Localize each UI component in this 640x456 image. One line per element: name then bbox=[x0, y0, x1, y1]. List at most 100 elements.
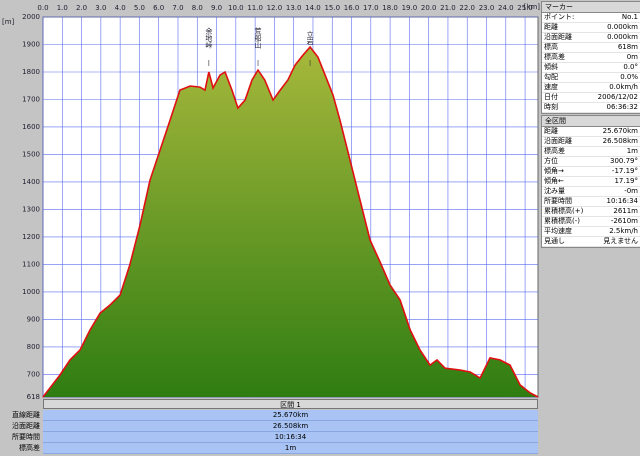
info-label: 勾配 bbox=[544, 73, 558, 81]
y-tick-label: 1700 bbox=[22, 95, 40, 103]
x-tick-label: 8.0 bbox=[192, 4, 203, 12]
info-label: 標高差 bbox=[544, 147, 565, 155]
info-row: 速度 0.0km/h bbox=[542, 83, 640, 93]
info-row: 勾配 0.0% bbox=[542, 73, 640, 83]
info-row: 沿面距離 0.000km bbox=[542, 33, 640, 43]
info-label: 方位 bbox=[544, 157, 558, 165]
section-row: 直線距離 25.670km bbox=[0, 410, 538, 421]
info-value: 2.5km/h bbox=[609, 227, 638, 235]
info-label: 時刻 bbox=[544, 103, 558, 111]
y-tick-label: 1900 bbox=[22, 40, 40, 48]
annotation: 余地峠 bbox=[205, 27, 213, 50]
x-tick-label: 9.0 bbox=[211, 4, 222, 12]
info-value: 17.19° bbox=[614, 177, 638, 185]
x-unit: [km] bbox=[524, 3, 540, 11]
x-tick-label: 18.0 bbox=[382, 4, 398, 12]
info-row: 標高差 1m bbox=[542, 147, 640, 157]
elevation-chart: [km] [m] 0.0 1.0 2.0 3.0 4.0 5.0 6.0 7.0 8.0 9.0 1… bbox=[2, 3, 540, 399]
x-tick-label: 19.0 bbox=[402, 4, 418, 12]
x-tick-label: 2.0 bbox=[76, 4, 87, 12]
info-row: 傾角→ -17.19° bbox=[542, 167, 640, 177]
section-value: 1m bbox=[43, 443, 538, 454]
section-label: 直線距離 bbox=[12, 411, 40, 419]
x-tick-label: 22.0 bbox=[459, 4, 475, 12]
info-row: 累積標高(+) 2611m bbox=[542, 207, 640, 217]
info-value: 2006/12/02 bbox=[597, 93, 638, 101]
info-row: 標高 618m bbox=[542, 43, 640, 53]
info-row: 距離 0.000km bbox=[542, 23, 640, 33]
section-row: 標高差 1m bbox=[0, 443, 538, 454]
info-row: 傾斜 0.0° bbox=[542, 63, 640, 73]
info-label: 速度 bbox=[544, 83, 558, 91]
info-label: 距離 bbox=[544, 23, 558, 31]
info-value: No.1 bbox=[621, 13, 638, 21]
info-value: 2611m bbox=[613, 207, 638, 215]
x-tick-label: 16.0 bbox=[344, 4, 360, 12]
y-tick-label: 1500 bbox=[22, 150, 40, 158]
x-tick-label: 5.0 bbox=[134, 4, 145, 12]
y-tick-label: 700 bbox=[27, 370, 40, 378]
info-row: 累積標高(-) -2610m bbox=[542, 217, 640, 227]
info-label: 傾斜 bbox=[544, 63, 558, 71]
info-value: 0.000km bbox=[607, 33, 638, 41]
section-value: 26.508km bbox=[43, 421, 538, 432]
info-row: 標高差 0m bbox=[542, 53, 640, 63]
section-label: 所要時間 bbox=[12, 433, 40, 441]
info-value: -0m bbox=[624, 187, 638, 195]
info-value: 25.670km bbox=[602, 127, 638, 135]
y-tick-label: 1100 bbox=[22, 260, 40, 268]
info-value: -2610m bbox=[610, 217, 638, 225]
x-tick-label: 21.0 bbox=[440, 4, 456, 12]
x-tick-label: 12.0 bbox=[267, 4, 283, 12]
info-label: 日付 bbox=[544, 93, 558, 101]
x-tick-label: 20.0 bbox=[421, 4, 437, 12]
info-row: 見通し 見えません bbox=[542, 237, 640, 247]
info-value: 618m bbox=[617, 43, 638, 51]
info-value: 10:16:34 bbox=[606, 197, 638, 205]
x-tick-label: 1.0 bbox=[57, 4, 68, 12]
elevation-line bbox=[42, 45, 539, 398]
section-value: 25.670km bbox=[43, 410, 538, 421]
x-tick-label: 14.0 bbox=[305, 4, 321, 12]
section-row: 沿面距離 26.508km bbox=[0, 421, 538, 432]
x-tick-label: 10.0 bbox=[228, 4, 244, 12]
y-tick-label: 1600 bbox=[22, 123, 40, 131]
info-row: 沿面距離 26.508km bbox=[542, 137, 640, 147]
info-row: 所要時間 10:16:34 bbox=[542, 197, 640, 207]
info-label: 傾角← bbox=[544, 177, 564, 185]
y-tick-label: 1000 bbox=[22, 288, 40, 296]
info-row: 沈み量 -0m bbox=[542, 187, 640, 197]
info-row: 距離 25.670km bbox=[542, 127, 640, 137]
info-value: 0.000km bbox=[607, 23, 638, 31]
annotation: 立岩 bbox=[306, 30, 314, 46]
info-label: 沿面距離 bbox=[544, 33, 572, 41]
marker-panel: マーカー ポイント: No.1 距離 0.000km 沿面距離 0.000km 標高 618m 標… bbox=[541, 1, 640, 114]
y-tick-label: 1300 bbox=[22, 205, 40, 213]
annotation: 荒船山 bbox=[254, 27, 262, 50]
info-value: 26.508km bbox=[602, 137, 638, 145]
x-tick-label: 0.0 bbox=[37, 4, 48, 12]
x-tick-label: 17.0 bbox=[363, 4, 379, 12]
info-value: 0.0% bbox=[620, 73, 638, 81]
x-tick-label: 4.0 bbox=[115, 4, 126, 12]
y-unit: [m] bbox=[2, 18, 15, 26]
info-value: -17.19° bbox=[611, 167, 638, 175]
info-label: 沿面距離 bbox=[544, 137, 572, 145]
panel-title: 全区間 bbox=[542, 116, 640, 127]
x-tick-label: 3.0 bbox=[95, 4, 106, 12]
y-tick-label: 1400 bbox=[22, 178, 40, 186]
info-row: 傾角← 17.19° bbox=[542, 177, 640, 187]
y-tick-label: 618 bbox=[27, 393, 40, 399]
info-label: ポイント: bbox=[544, 13, 575, 21]
info-label: 標高 bbox=[544, 43, 558, 51]
info-value: 見えません bbox=[603, 237, 638, 245]
section-label: 標高差 bbox=[19, 444, 40, 452]
x-tick-label: 11.0 bbox=[247, 4, 263, 12]
info-row: ポイント: No.1 bbox=[542, 13, 640, 23]
info-row: 平均速度 2.5km/h bbox=[542, 227, 640, 237]
info-label: 平均速度 bbox=[544, 227, 572, 235]
x-tick-label: 13.0 bbox=[286, 4, 302, 12]
info-value: 0.0° bbox=[623, 63, 638, 71]
info-label: 見通し bbox=[544, 237, 565, 245]
